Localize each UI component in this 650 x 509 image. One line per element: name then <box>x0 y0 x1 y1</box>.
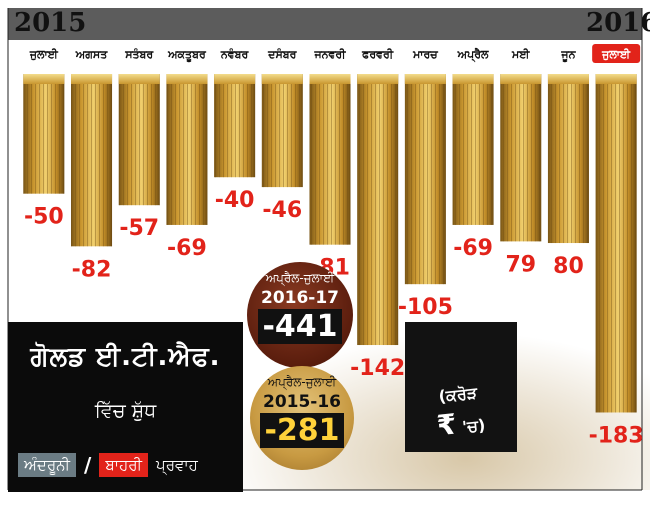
bar-top-13 <box>595 74 637 84</box>
panel-subtitle: ਵਿੱਚ ਸ਼ੁੱਧ <box>94 400 157 422</box>
unit-line2-text: 'ਚ) <box>461 415 487 437</box>
bar-texture-7 <box>309 74 351 245</box>
value-label-2: -82 <box>72 257 112 282</box>
legend-inflow: ਅੰਦਰੂਨੀ <box>18 453 77 477</box>
bar-texture-13 <box>595 74 637 413</box>
value-label-3: -57 <box>119 216 159 241</box>
month-label-7: ਜਨਵਰੀ <box>313 47 346 61</box>
month-label-11: ਮਈ <box>511 47 530 61</box>
bar-top-1 <box>23 74 65 84</box>
legend: ਅੰਦਰੂਨੀ / ਬਾਹਰੀ ਪ੍ਰਵਾਹ <box>18 450 198 480</box>
bar-top-12 <box>547 74 589 84</box>
bar-texture-4 <box>166 74 208 225</box>
value-label-1: -50 <box>24 205 64 230</box>
total-year-label: 2015-16 <box>262 392 342 412</box>
month-strip <box>8 40 642 64</box>
total-year-label: 2016-17 <box>260 288 340 308</box>
legend-separator: / <box>84 453 92 477</box>
value-label-13: -183 <box>589 423 644 448</box>
value-label-6: -46 <box>262 198 302 223</box>
bar-texture-1 <box>23 74 65 194</box>
legend-suffix: ਪ੍ਰਵਾਹ <box>156 456 198 474</box>
month-highlight <box>592 44 641 63</box>
bar-texture-9 <box>404 74 446 285</box>
total-value: -281 <box>260 413 344 448</box>
bar-texture-11 <box>500 74 542 242</box>
month-label-6: ਦਸੰਬਰ <box>267 47 297 61</box>
total-value: -441 <box>258 309 342 344</box>
bars-group <box>23 74 637 413</box>
title-panel: ਗੋਲਡ ਈ.ਟੀ.ਐਫ. ਵਿੱਚ ਸ਼ੁੱਧ ਅੰਦਰੂਨੀ / ਬਾਹਰੀ… <box>8 322 243 492</box>
month-label-1: ਜੁਲਾਈ <box>29 47 59 61</box>
month-label-3: ਸਤੰਬਰ <box>124 47 154 61</box>
value-label-11: 79 <box>505 252 536 277</box>
bar-texture-2 <box>71 74 113 247</box>
bar-top-5 <box>214 74 256 84</box>
bar-top-3 <box>118 74 160 84</box>
month-labels-group: ਜੁਲਾਈ ਅਗਸਤ ਸਤੰਬਰ ਅਕਤੂਬਰ ਨਵੰਬਰ ਦਸੰਬਰ ਜਨਵਰੀ ਫਰਵਰੀ… <box>29 44 641 63</box>
month-label-8: ਫਰਵਰੀ <box>361 47 394 61</box>
value-label-12: 80 <box>553 254 584 279</box>
bar-top-10 <box>452 74 494 84</box>
month-label-13: ਜੁਲਾਈ <box>601 47 631 61</box>
month-label-5: ਨਵੰਬਰ <box>220 47 250 61</box>
unit-label: (ਕਰੋੜ ₹ 'ਚ) <box>409 380 511 450</box>
unit-box <box>405 322 517 452</box>
total-circle-2016-17: ਅਪ੍ਰੈਲ-ਜੁਲਾਈ 2016-17 -441 <box>247 262 353 368</box>
total-period-label: ਅਪ੍ਰੈਲ-ਜੁਲਾਈ <box>267 375 337 389</box>
legend-outflow: ਬਾਹਰੀ <box>99 453 149 477</box>
bar-top-7 <box>309 74 351 84</box>
value-label-10: -69 <box>453 236 493 261</box>
year-end-label: 2016 <box>586 8 650 38</box>
bar-texture-12 <box>547 74 589 244</box>
bar-top-9 <box>404 74 446 84</box>
value-label-5: -40 <box>215 188 255 213</box>
month-label-10: ਅਪ੍ਰੈਲ <box>457 47 489 62</box>
total-circle-2015-16: ਅਪ੍ਰੈਲ-ਜੁਲਾਈ 2015-16 -281 <box>250 366 354 470</box>
bar-texture-6 <box>261 74 303 188</box>
bar-texture-3 <box>118 74 160 206</box>
month-label-9: ਮਾਰਚ <box>412 48 438 61</box>
bar-top-4 <box>166 74 208 84</box>
bar-texture-5 <box>214 74 256 178</box>
bar-texture-10 <box>452 74 494 225</box>
year-start-label: 2015 <box>14 8 87 38</box>
total-period-label: ਅਪ੍ਰੈਲ-ਜੁਲਾਈ <box>265 271 335 285</box>
bar-top-8 <box>357 74 399 84</box>
month-label-2: ਅਗਸਤ <box>75 48 108 61</box>
value-label-8: -142 <box>350 356 405 381</box>
bar-top-6 <box>261 74 303 84</box>
bar-top-2 <box>71 74 113 84</box>
value-label-9: -105 <box>398 295 453 320</box>
rupee-icon: ₹ <box>435 407 459 443</box>
month-label-4: ਅਕਤੂਬਰ <box>167 48 207 62</box>
bar-top-11 <box>500 74 542 84</box>
bar-texture-8 <box>357 74 399 346</box>
month-label-12: ਜੂਨ <box>560 48 576 62</box>
value-label-4: -69 <box>167 236 207 261</box>
panel-title: ਗੋਲਡ ਈ.ਟੀ.ਐਫ. <box>30 342 221 372</box>
